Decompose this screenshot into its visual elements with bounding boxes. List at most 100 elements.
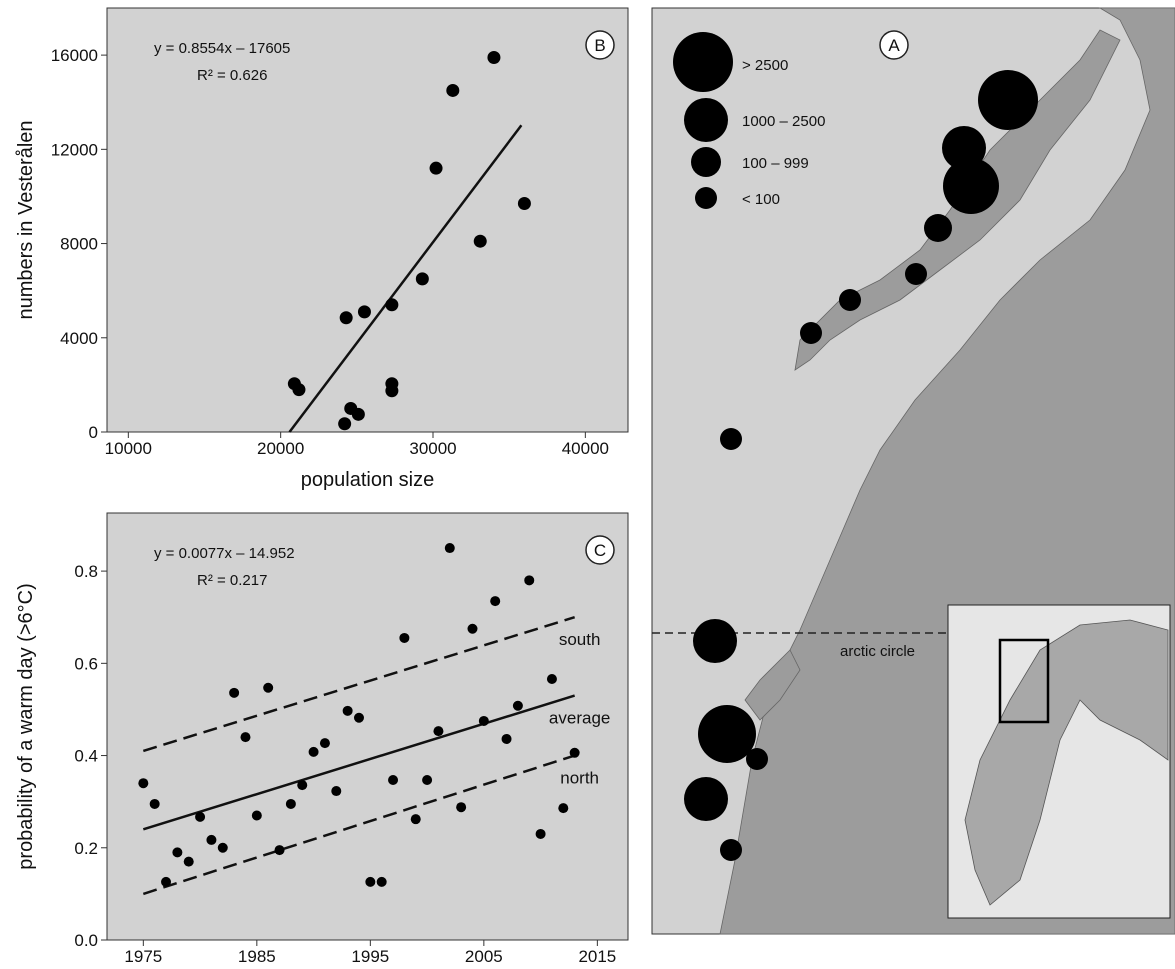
inset-box	[998, 638, 1050, 724]
panel-badge	[879, 30, 909, 60]
x-axis-label: population size	[301, 469, 434, 491]
y-axis-label: probability of a warm day (>6°C)	[15, 583, 37, 869]
legend-symbol	[691, 147, 721, 177]
point	[285, 798, 296, 809]
colony	[720, 839, 742, 861]
colony	[720, 428, 742, 450]
point	[251, 810, 262, 821]
plot-area	[106, 7, 629, 433]
point	[376, 876, 387, 887]
colony	[800, 322, 822, 344]
point	[558, 803, 569, 814]
inset-land	[964, 619, 1169, 906]
x-tick-label: 10000	[105, 439, 152, 458]
x-tick-label: 20000	[257, 439, 304, 458]
x-tick-label: 1975	[124, 947, 162, 964]
y-tick-label: 0.0	[74, 931, 98, 950]
point	[217, 842, 228, 853]
point	[569, 747, 580, 758]
x-tick-label: 2015	[578, 947, 616, 964]
legend-symbol	[684, 98, 728, 142]
point	[524, 575, 535, 586]
trend-line	[142, 694, 576, 831]
arctic-label: arctic circle	[840, 643, 915, 660]
y-axis-label: numbers in Vesterålen	[15, 120, 37, 319]
colony	[978, 70, 1038, 130]
point	[535, 828, 546, 839]
legend-label: > 2500	[742, 57, 788, 74]
point	[138, 778, 149, 789]
point	[517, 197, 531, 211]
trend-line	[142, 754, 576, 896]
r-squared: R² = 0.626	[197, 67, 267, 84]
point	[353, 712, 364, 723]
colony	[693, 619, 737, 663]
point	[161, 876, 172, 887]
line-label: average	[549, 709, 610, 728]
panel-label: B	[594, 36, 605, 55]
southern-islands	[744, 649, 801, 721]
y-tick-label: 0	[89, 423, 98, 442]
point	[297, 780, 308, 791]
legend-label: < 100	[742, 191, 780, 208]
point	[240, 732, 251, 743]
point	[229, 687, 240, 698]
point	[399, 632, 410, 643]
line-label: south	[559, 630, 601, 649]
r-squared: R² = 0.217	[197, 572, 267, 589]
colony	[698, 705, 756, 763]
y-tick-label: 0.4	[74, 747, 98, 766]
point	[342, 705, 353, 716]
point	[415, 272, 429, 286]
point	[263, 682, 274, 693]
x-tick-label: 30000	[409, 439, 456, 458]
point	[365, 876, 376, 887]
point	[410, 814, 421, 825]
point	[501, 733, 512, 744]
point	[338, 417, 352, 431]
panel-label: A	[888, 36, 900, 55]
inset-map	[947, 604, 1171, 919]
point	[339, 311, 353, 325]
x-tick-label: 1985	[238, 947, 276, 964]
colony	[905, 263, 927, 285]
point	[478, 715, 489, 726]
point	[546, 674, 557, 685]
equation: y = 0.8554x – 17605	[154, 40, 290, 57]
colonies	[673, 32, 1038, 861]
point	[206, 834, 217, 845]
point	[444, 543, 455, 554]
point	[429, 161, 443, 175]
x-tick-label: 1995	[351, 947, 389, 964]
point	[274, 845, 285, 856]
point	[388, 774, 399, 785]
point	[195, 811, 206, 822]
map-panel: arctic circle A > 2500 1000 – 2500 100 –…	[651, 7, 1175, 935]
equation: y = 0.0077x – 14.952	[154, 545, 295, 562]
point	[172, 847, 183, 858]
point	[308, 746, 319, 757]
point	[319, 738, 330, 749]
point	[331, 786, 342, 797]
colony	[924, 214, 952, 242]
legend-symbol	[695, 187, 717, 209]
x-tick-label: 40000	[562, 439, 609, 458]
colony	[684, 777, 728, 821]
y-tick-label: 0.6	[74, 654, 98, 673]
colony	[839, 289, 861, 311]
point	[473, 234, 487, 248]
point	[446, 83, 460, 97]
y-tick-label: 0.2	[74, 839, 98, 858]
y-tick-label: 16000	[51, 46, 98, 65]
point	[512, 700, 523, 711]
legend-label: 100 – 999	[742, 155, 809, 172]
point	[490, 596, 501, 607]
y-tick-label: 0.8	[74, 562, 98, 581]
legend-label: 1000 – 2500	[742, 113, 825, 130]
point	[385, 298, 399, 312]
point	[467, 623, 478, 634]
plot-area	[106, 512, 629, 941]
colony	[746, 748, 768, 770]
